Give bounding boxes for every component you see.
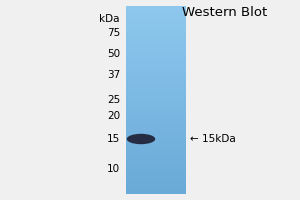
Bar: [126, 141, 186, 144]
Bar: [126, 31, 186, 34]
Text: 10: 10: [107, 164, 120, 174]
Bar: [126, 160, 186, 163]
Text: 25: 25: [107, 95, 120, 105]
Bar: [126, 128, 186, 131]
Bar: [126, 113, 186, 116]
Bar: [126, 150, 186, 153]
Bar: [126, 59, 186, 62]
Bar: [126, 56, 186, 59]
Bar: [126, 97, 186, 100]
Bar: [126, 188, 186, 191]
Bar: [126, 47, 186, 50]
Bar: [126, 185, 186, 188]
Bar: [126, 62, 186, 66]
Text: 75: 75: [107, 28, 120, 38]
Text: 37: 37: [107, 70, 120, 80]
Bar: [126, 53, 186, 56]
Bar: [126, 28, 186, 31]
Bar: [126, 6, 186, 9]
Bar: [126, 75, 186, 78]
Bar: [126, 134, 186, 138]
Bar: [126, 40, 186, 44]
Bar: [126, 9, 186, 12]
Bar: [126, 106, 186, 109]
Bar: [126, 19, 186, 22]
Bar: [126, 172, 186, 175]
Bar: [126, 44, 186, 47]
Bar: [126, 87, 186, 91]
Bar: [126, 103, 186, 106]
Bar: [126, 131, 186, 134]
Bar: [126, 91, 186, 94]
Bar: [126, 153, 186, 156]
Bar: [126, 125, 186, 128]
Bar: [126, 69, 186, 72]
Bar: [126, 25, 186, 28]
Bar: [126, 37, 186, 40]
Bar: [126, 169, 186, 172]
Bar: [126, 122, 186, 125]
Bar: [126, 116, 186, 119]
Bar: [126, 72, 186, 75]
Bar: [126, 163, 186, 166]
Bar: [126, 109, 186, 113]
Bar: [126, 156, 186, 160]
Text: 15: 15: [107, 134, 120, 144]
Bar: [126, 144, 186, 147]
Ellipse shape: [127, 134, 155, 144]
Bar: [126, 81, 186, 84]
Text: 20: 20: [107, 111, 120, 121]
Bar: [126, 138, 186, 141]
Bar: [126, 175, 186, 178]
Bar: [126, 15, 186, 19]
Bar: [126, 94, 186, 97]
Bar: [126, 12, 186, 15]
Bar: [126, 34, 186, 37]
Text: kDa: kDa: [100, 14, 120, 24]
Bar: [126, 191, 186, 194]
Bar: [126, 84, 186, 87]
Bar: [126, 22, 186, 25]
Bar: [126, 50, 186, 53]
Bar: [126, 178, 186, 181]
Bar: [126, 66, 186, 69]
Bar: [126, 119, 186, 122]
Bar: [126, 100, 186, 103]
Text: 50: 50: [107, 49, 120, 59]
Bar: [126, 147, 186, 150]
Text: ← 15kDa: ← 15kDa: [190, 134, 236, 144]
Bar: [126, 181, 186, 185]
Bar: [126, 78, 186, 81]
Bar: [126, 166, 186, 169]
Text: Western Blot: Western Blot: [182, 6, 268, 19]
